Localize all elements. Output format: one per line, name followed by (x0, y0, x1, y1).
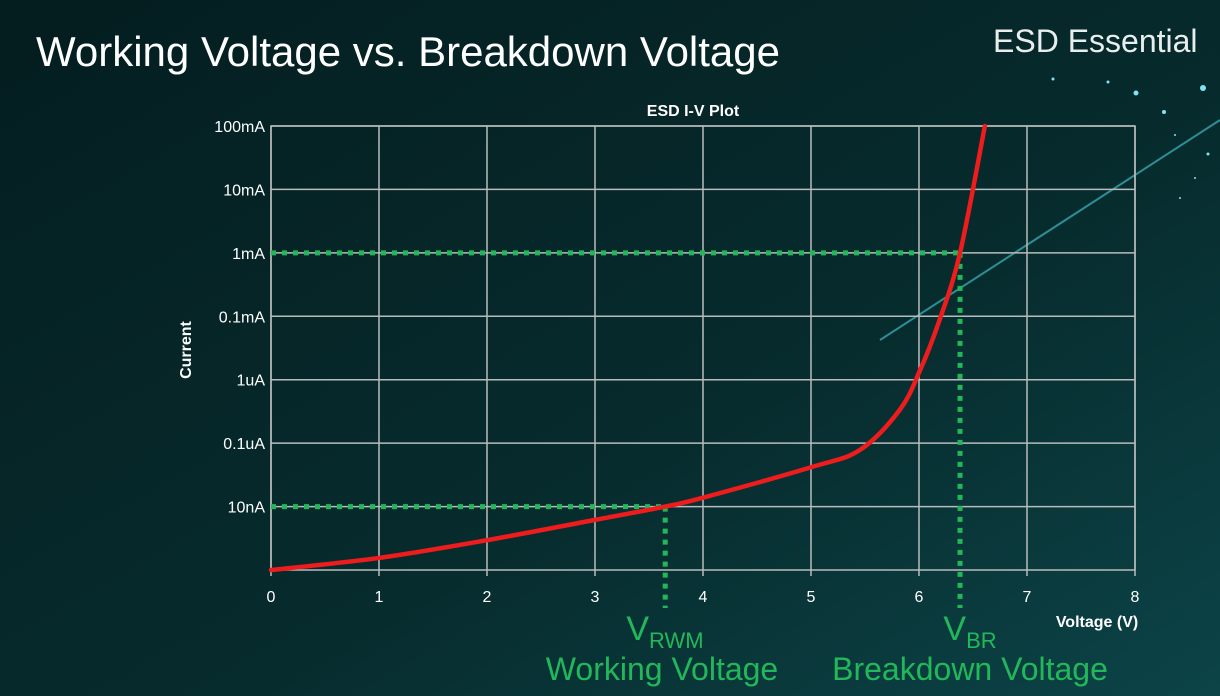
x-tick-label: 6 (915, 589, 924, 606)
x-tick-labels: 0 1 2 3 4 5 6 7 8 (267, 589, 1140, 606)
x-tick-label: 1 (375, 589, 384, 606)
y-tick-label: 10nA (228, 500, 266, 517)
x-tick-label: 8 (1131, 589, 1140, 606)
y-tick-label: 0.1mA (219, 309, 266, 326)
vrwm-symbol: V (626, 610, 649, 648)
annotation-vbr: VBR Breakdown Voltage (832, 610, 1108, 687)
y-tick-label: 1uA (237, 373, 266, 390)
y-tick-label: 10mA (223, 182, 265, 199)
x-tick-label: 7 (1023, 589, 1032, 606)
vrwm-subscript: RWM (649, 628, 704, 653)
y-axis-label: Current (178, 320, 195, 378)
annotation-guides (271, 250, 963, 608)
iv-curve (268, 123, 988, 573)
vbr-caption: Breakdown Voltage (832, 651, 1108, 687)
chart-title: ESD I-V Plot (647, 103, 740, 120)
annotation-vrwm: VRWM Working Voltage (546, 610, 778, 687)
x-tick-label: 3 (591, 589, 600, 606)
decorative-light-streak (879, 119, 1220, 341)
y-tick-label: 100mA (214, 119, 265, 136)
svg-text:VRWM: VRWM (626, 610, 703, 653)
y-tick-label: 1mA (232, 246, 265, 263)
svg-text:VBR: VBR (943, 610, 996, 653)
decorative-stars (1051, 77, 1210, 199)
vbr-symbol: V (943, 610, 966, 648)
vrwm-caption: Working Voltage (546, 651, 778, 687)
x-tick-label: 0 (267, 589, 276, 606)
y-tick-label: 0.1uA (223, 436, 265, 453)
y-tick-labels: 10nA 0.1uA 1uA 0.1mA 1mA 10mA 100mA (214, 119, 265, 517)
x-tick-label: 4 (699, 589, 708, 606)
vbr-subscript: BR (966, 628, 997, 653)
brand-text: ESD Essential (993, 23, 1198, 59)
x-axis-label: Voltage (V) (1056, 614, 1138, 631)
slide-title: Working Voltage vs. Breakdown Voltage (36, 28, 780, 75)
x-tick-label: 2 (483, 589, 492, 606)
x-tick-label: 5 (807, 589, 816, 606)
